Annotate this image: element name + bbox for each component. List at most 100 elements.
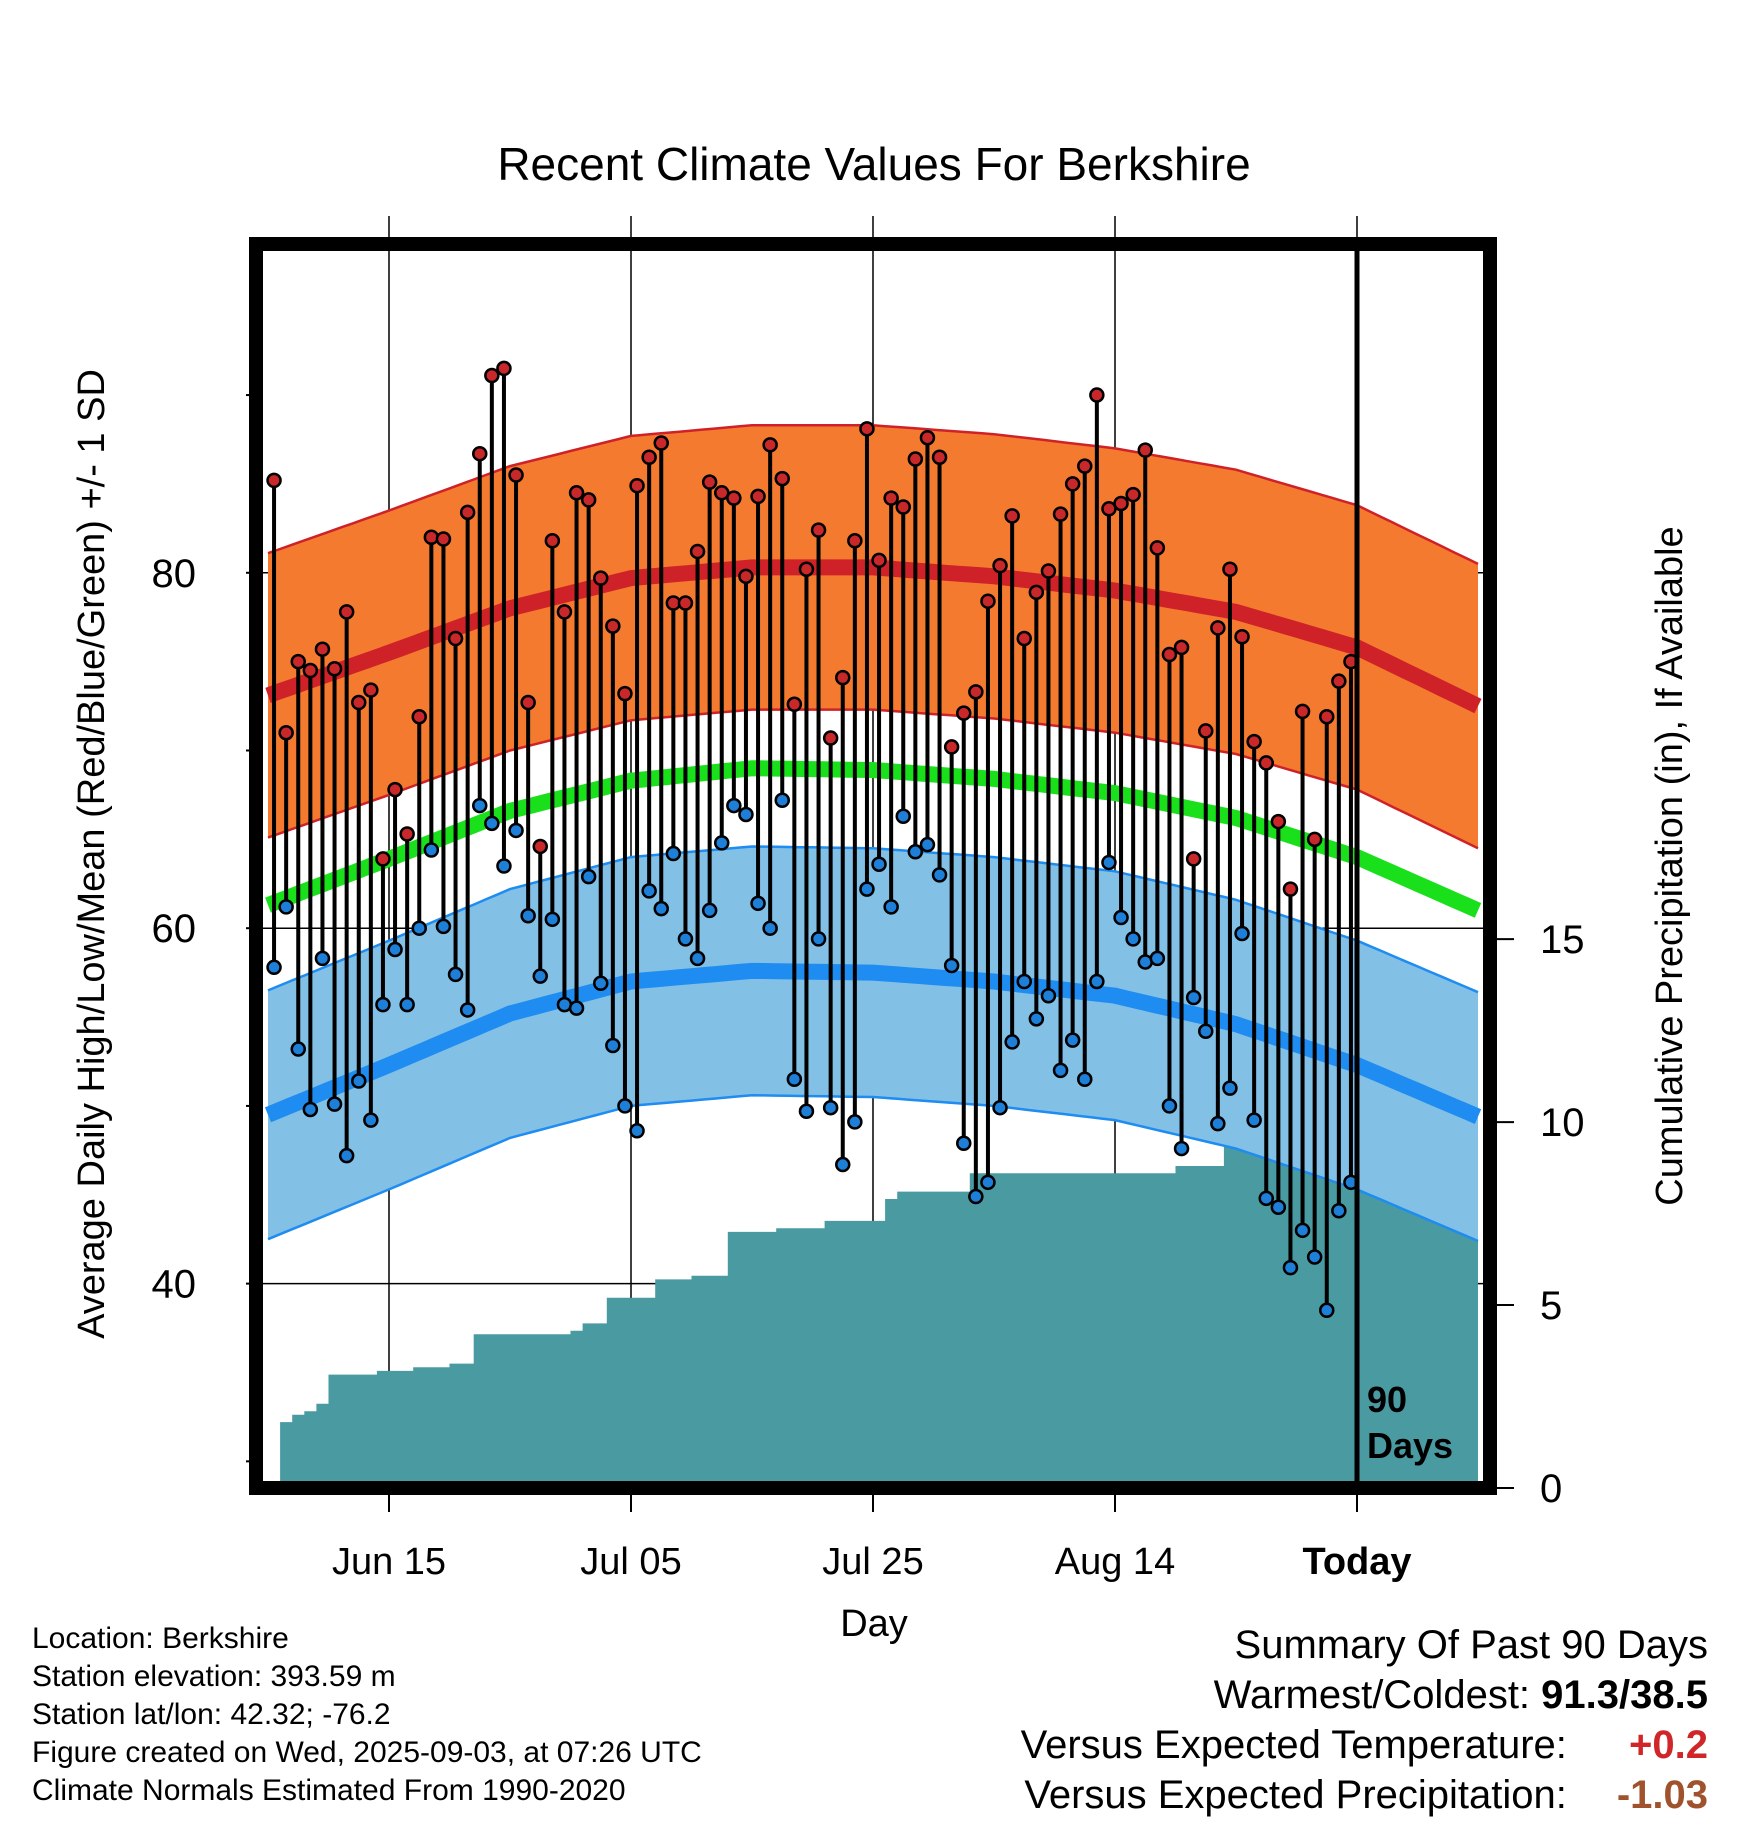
low-point: [593, 975, 609, 992]
low-point: [1052, 1062, 1069, 1079]
low-point: [1089, 973, 1105, 990]
high-point: [810, 522, 827, 538]
high-sd-lower-edge: [267, 708, 1479, 850]
y-tick-label: 40: [152, 1263, 197, 1307]
low-point: [714, 835, 730, 851]
high-point: [593, 570, 609, 586]
low-point: [302, 1101, 319, 1118]
low-point: [871, 856, 887, 872]
x-tick-label: Aug 14: [1055, 1541, 1175, 1583]
high-point: [338, 604, 355, 620]
high-point: [1125, 486, 1141, 503]
high-point: [919, 429, 936, 446]
high-point: [943, 739, 960, 755]
high-point: [472, 445, 488, 462]
low-point: [1185, 989, 1202, 1006]
low-point: [338, 1147, 355, 1164]
y2-tick-label: 0: [1540, 1467, 1562, 1511]
high-point: [726, 490, 742, 506]
summary-temp: Versus Expected Temperature: +0.2: [1021, 1720, 1708, 1770]
low-sd-upper-edge: [267, 845, 1479, 994]
low-point: [1306, 1249, 1323, 1265]
high-point: [677, 595, 694, 611]
daily-range-stems: [272, 368, 1353, 1311]
high-point: [1198, 723, 1214, 739]
high-point: [605, 618, 621, 634]
summary-title: Summary Of Past 90 Days: [1234, 1623, 1708, 1667]
high-point: [520, 694, 536, 711]
low-point: [701, 902, 718, 919]
low-point: [605, 1037, 621, 1054]
low-point: [459, 1002, 476, 1018]
x-tick-label: Jul 25: [822, 1541, 923, 1583]
low-point: [532, 968, 548, 984]
low-point: [1222, 1080, 1238, 1096]
low-point: [580, 868, 597, 885]
y2-axis-label: Cumulative Precipitation (in), If Availa…: [1649, 526, 1691, 1205]
high-point: [411, 708, 427, 725]
location-text: Location: Berkshire: [32, 1622, 289, 1655]
high-point: [484, 367, 500, 384]
low-point: [1161, 1098, 1178, 1114]
low-point: [1040, 987, 1057, 1004]
low-point: [822, 1099, 839, 1116]
high-point: [1173, 639, 1190, 656]
y-tick-label: 60: [152, 907, 197, 951]
low-point: [1258, 1190, 1274, 1207]
summary-precip: Versus Expected Precipitation: -1.03: [1021, 1770, 1708, 1820]
low-point: [1270, 1199, 1287, 1215]
high-point: [387, 781, 403, 798]
high-point: [859, 421, 875, 437]
low-point: [484, 815, 500, 832]
y2-tick-label: 5: [1540, 1284, 1562, 1328]
x-tick-label: Jul 05: [580, 1541, 681, 1583]
high-point: [895, 499, 911, 515]
low-point: [1319, 1302, 1335, 1319]
high-point: [871, 552, 887, 569]
high-point: [762, 437, 778, 453]
high-point: [786, 696, 803, 713]
low-point: [1210, 1115, 1226, 1132]
low-point: [363, 1112, 379, 1128]
high-point: [629, 477, 645, 494]
low-point: [447, 966, 464, 983]
y2-tick-label: 10: [1540, 1101, 1585, 1145]
low-point: [1294, 1222, 1311, 1239]
low-point: [1101, 854, 1117, 871]
high-point: [956, 705, 972, 721]
low-point: [1028, 1011, 1045, 1027]
station-info: Location: Berkshire Station elevation: 3…: [32, 1620, 702, 1810]
precip-label: Versus Expected Precipitation:: [1024, 1773, 1567, 1817]
low-point: [290, 1041, 306, 1057]
high-point: [907, 451, 924, 467]
high-point: [1258, 755, 1274, 771]
low-sd-band: [268, 846, 1478, 1241]
high-point: [363, 682, 379, 698]
low-point: [968, 1188, 984, 1205]
high-point: [1306, 831, 1323, 848]
x-tick-label: Jun 15: [332, 1541, 446, 1583]
high-point: [351, 694, 367, 711]
high-point: [1149, 540, 1166, 556]
high-point: [822, 730, 839, 746]
high-point: [1246, 733, 1262, 750]
low-point: [435, 918, 452, 935]
low-point: [774, 792, 790, 808]
high-point: [435, 531, 452, 547]
high-point: [544, 533, 561, 549]
low-point: [629, 1123, 645, 1139]
high-point: [701, 474, 718, 490]
high-point: [835, 669, 851, 686]
low-point: [1125, 931, 1141, 947]
high-point: [968, 684, 984, 700]
high-point: [641, 449, 657, 466]
low-point: [895, 808, 911, 824]
high-point: [1319, 708, 1335, 725]
high-point: [1028, 584, 1045, 601]
low-point: [326, 1096, 343, 1112]
high-point: [1052, 506, 1069, 522]
low-point: [399, 996, 415, 1013]
low-point: [568, 1000, 585, 1016]
low-point: [423, 842, 440, 858]
elevation-text: Station elevation: 393.59 m: [32, 1660, 396, 1693]
